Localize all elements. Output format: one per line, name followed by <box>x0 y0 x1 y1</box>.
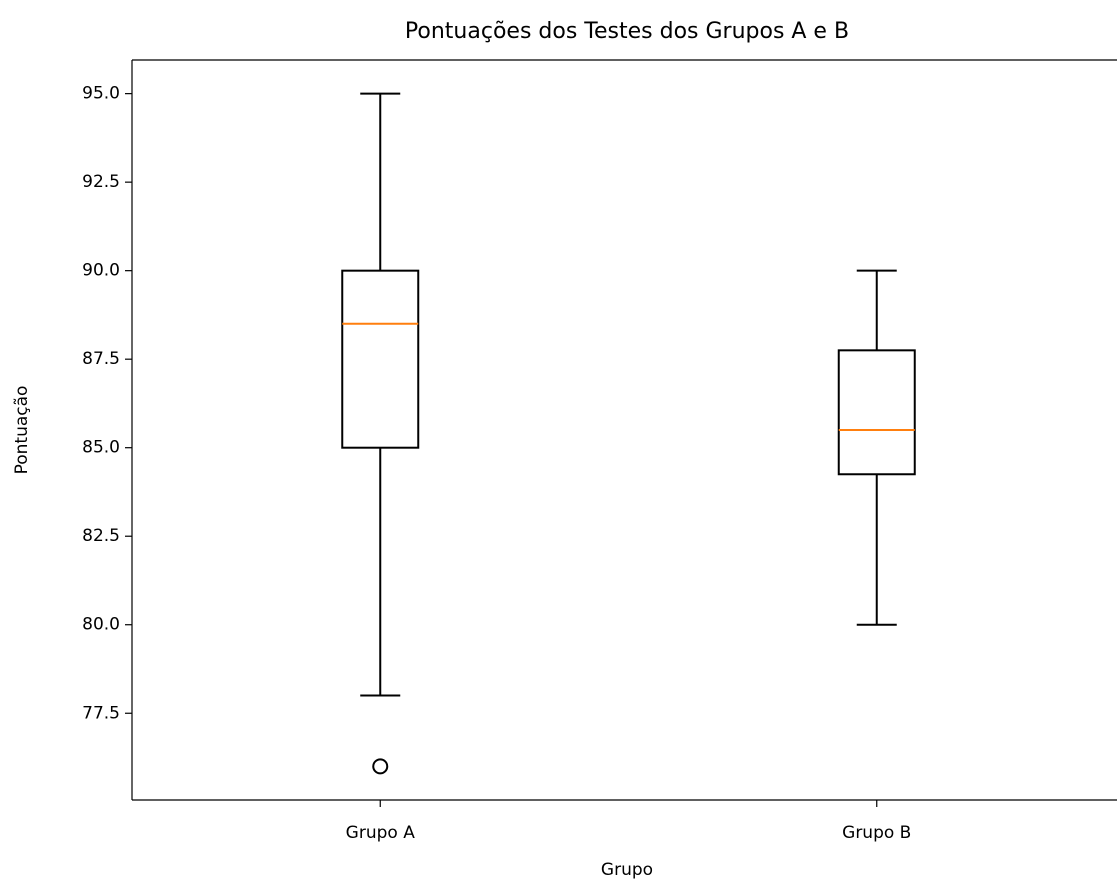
y-tick-label: 92.5 <box>82 172 120 192</box>
x-axis-label: Grupo <box>601 860 653 880</box>
y-axis-label: Pontuação <box>12 386 32 475</box>
y-tick-label: 85.0 <box>82 438 120 458</box>
box <box>341 269 420 449</box>
y-tick-label: 90.0 <box>82 261 120 281</box>
x-tick-label: Grupo A <box>346 823 416 843</box>
y-tick-label: 87.5 <box>82 349 120 369</box>
chart-title: Pontuações dos Testes dos Grupos A e B <box>405 19 849 44</box>
y-tick-label: 95.0 <box>82 84 120 104</box>
y-tick-label: 80.0 <box>82 615 120 635</box>
x-tick-label: Grupo B <box>842 823 911 843</box>
box <box>837 349 916 476</box>
flier <box>372 758 389 775</box>
y-tick-label: 82.5 <box>82 526 120 546</box>
y-tick-label: 77.5 <box>82 703 120 723</box>
